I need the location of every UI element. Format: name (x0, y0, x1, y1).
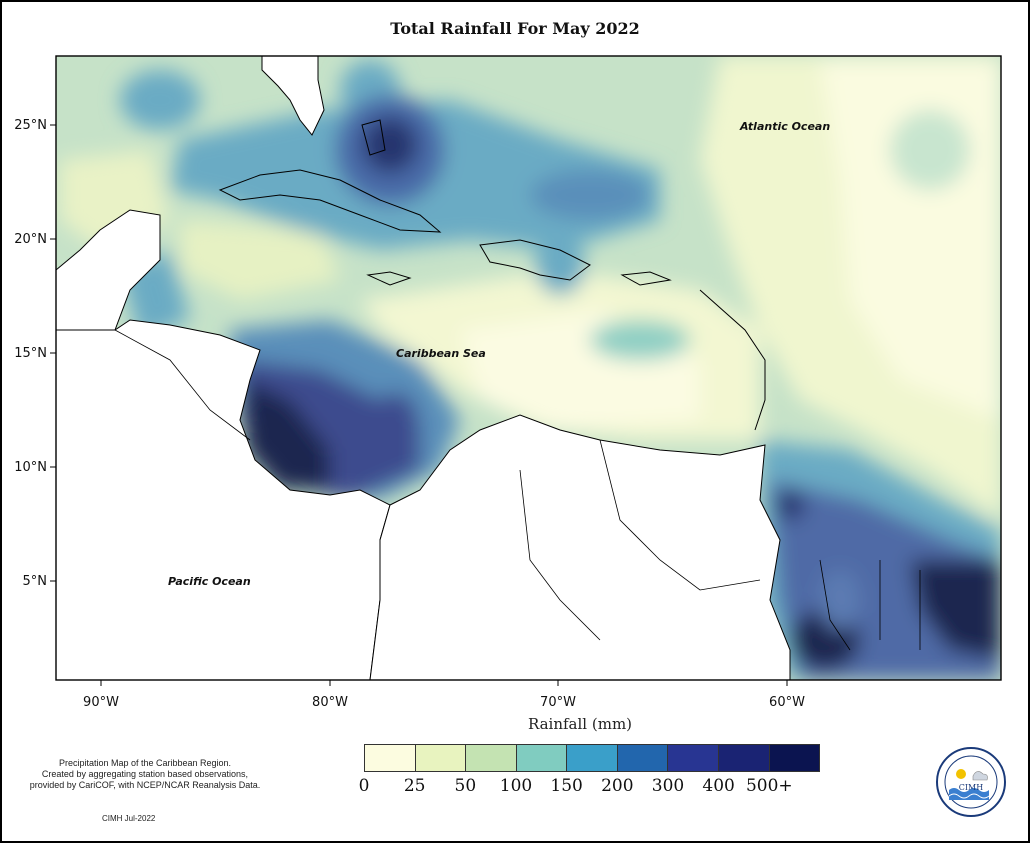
legend-swatch (415, 745, 467, 771)
legend-swatch (365, 745, 416, 771)
legend-tick-label: 0 (358, 776, 370, 796)
logo-text: CIMH (959, 783, 983, 792)
land-masses (56, 56, 791, 680)
legend-color-bar (364, 744, 820, 772)
island-outlines (218, 119, 766, 431)
legend-swatch (718, 745, 770, 771)
lat-tick-5n: 5°N (23, 574, 48, 589)
legend-swatch (617, 745, 669, 771)
footnote: Precipitation Map of the Caribbean Regio… (10, 758, 280, 791)
legend-tick-label: 400 (702, 776, 735, 796)
legend-tick-label: 200 (601, 776, 634, 796)
legend-tick-label: 300 (651, 776, 685, 796)
lon-tick-60w: 60°W (769, 695, 805, 710)
rainfall-field (56, 56, 1001, 680)
legend-tick-label: 150 (550, 776, 583, 796)
cimh-logo: CIMH (936, 747, 1006, 817)
map-frame (55, 55, 1002, 681)
lat-tick-15n: 15°N (14, 346, 47, 361)
lon-tick-80w: 80°W (312, 695, 348, 710)
legend-swatch (516, 745, 568, 771)
credit-text: CIMH Jul-2022 (102, 814, 156, 823)
lat-tick-20n: 20°N (14, 232, 47, 247)
country-borders (114, 329, 921, 651)
lat-tick-25n: 25°N (14, 118, 47, 133)
lon-tick-70w: 70°W (540, 695, 576, 710)
legend-swatch (769, 745, 820, 771)
atlantic-ocean-label: Atlantic Ocean (739, 120, 830, 133)
legend-tick-label: 100 (499, 776, 533, 796)
legend-tick-label: 50 (454, 776, 477, 796)
footnote-line: Precipitation Map of the Caribbean Regio… (58, 758, 232, 768)
latitude-axis: 25°N 20°N 15°N 10°N 5°N (14, 118, 56, 589)
legend-swatch (567, 745, 618, 771)
map-title: Total Rainfall For May 2022 (390, 19, 640, 38)
legend-swatch (466, 745, 517, 771)
pacific-ocean-label: Pacific Ocean (168, 575, 251, 588)
lon-tick-90w: 90°W (83, 695, 119, 710)
legend-title: Rainfall (mm) (527, 715, 633, 733)
footnote-line: Created by aggregating station based obs… (41, 769, 249, 779)
longitude-axis: 90°W 80°W 70°W 60°W (83, 680, 805, 710)
legend-tick-label: 500+ (745, 776, 793, 796)
sun-icon (956, 769, 966, 779)
legend-swatch (668, 745, 719, 771)
cloud-icon (972, 771, 988, 781)
caribbean-sea-label: Caribbean Sea (396, 347, 486, 360)
legend-tick-label: 25 (403, 776, 426, 796)
lat-tick-10n: 10°N (14, 460, 47, 475)
footnote-line: provided by CariCOF, with NCEP/NCAR Rean… (29, 780, 261, 790)
